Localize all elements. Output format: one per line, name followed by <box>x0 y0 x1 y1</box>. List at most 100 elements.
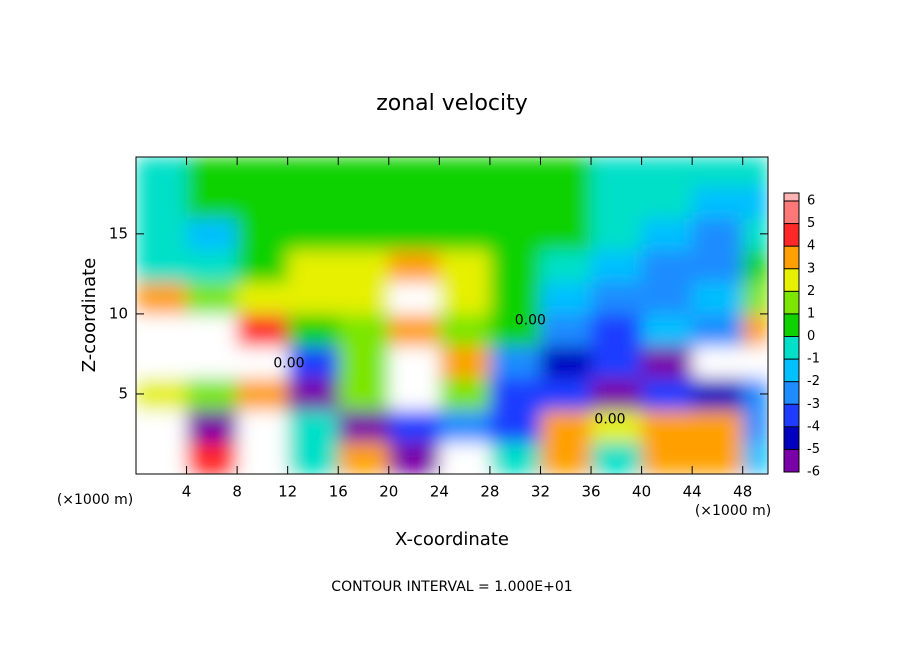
field-cell <box>489 313 541 347</box>
field-cell <box>591 313 643 347</box>
field-cell <box>439 185 491 219</box>
field-cell <box>540 313 592 347</box>
field-cell <box>287 409 339 443</box>
field-cell <box>489 409 541 443</box>
field-cell <box>591 157 643 187</box>
field-cell <box>136 441 188 474</box>
field-cell <box>439 157 491 187</box>
field-cell <box>591 345 643 379</box>
colorbar-swatch <box>784 404 799 427</box>
colorbar-tick-label: -5 <box>807 442 820 457</box>
field-cell <box>489 157 541 187</box>
x-tick-label: 28 <box>480 483 499 501</box>
field-cell <box>540 185 592 219</box>
field-cell <box>237 409 289 443</box>
field-cell <box>641 185 693 219</box>
field-cell <box>237 157 289 187</box>
colorbar-swatch <box>784 268 799 292</box>
y-tick-label: 10 <box>109 304 128 322</box>
field-cell <box>237 185 289 219</box>
field-cell <box>439 345 491 379</box>
colorbar-swatch <box>784 426 799 450</box>
field-cell <box>489 185 541 219</box>
field-cell <box>439 441 491 474</box>
colorbar-top <box>784 193 799 201</box>
field-cell <box>338 281 390 315</box>
field-cell <box>388 281 440 315</box>
field-cell <box>237 345 289 379</box>
field-cell <box>338 217 390 251</box>
field-cell <box>287 185 339 219</box>
colorbar-swatch <box>784 336 799 360</box>
field-cell <box>489 281 541 315</box>
field-cell <box>641 345 693 379</box>
y-tick-label: 5 <box>118 384 128 402</box>
x-tick-label: 36 <box>581 483 600 501</box>
field-cell <box>641 157 693 187</box>
chart-title: zonal velocity <box>376 91 528 116</box>
field-cell <box>237 281 289 315</box>
field-cell <box>641 249 693 283</box>
field-cell <box>186 281 238 315</box>
field-cell <box>388 409 440 443</box>
field-cell <box>692 409 744 443</box>
field-cell <box>439 281 491 315</box>
field-cell <box>388 441 440 474</box>
colorbar-tick-label: 1 <box>807 306 815 321</box>
field-cell <box>136 217 188 251</box>
y-axis-label: Z-coordinate <box>79 258 100 373</box>
field-cell <box>388 185 440 219</box>
field-cell <box>186 409 238 443</box>
field-cell <box>540 409 592 443</box>
field-cell <box>136 345 188 379</box>
field-cell <box>287 313 339 347</box>
field-cell <box>742 185 768 219</box>
field-cell <box>692 313 744 347</box>
field-cell <box>540 377 592 411</box>
field-cell <box>136 185 188 219</box>
field <box>136 157 768 474</box>
colorbar-tick-label: -2 <box>807 374 820 389</box>
field-cell <box>591 249 643 283</box>
field-cell <box>338 377 390 411</box>
field-cell <box>338 441 390 474</box>
field-cell <box>186 185 238 219</box>
field-cell <box>237 377 289 411</box>
field-cell <box>439 249 491 283</box>
colorbar-tick-label: 2 <box>807 284 815 299</box>
field-cell <box>338 345 390 379</box>
field-cell <box>540 249 592 283</box>
field-cell <box>489 217 541 251</box>
colorbar-tick-label: 0 <box>807 329 815 344</box>
field-cell <box>591 217 643 251</box>
field-cell <box>692 185 744 219</box>
field-cell <box>136 377 188 411</box>
field-cell <box>338 157 390 187</box>
colorbar-tick-label: 3 <box>807 261 815 276</box>
x-unit: (×1000 m) <box>695 503 771 519</box>
x-tick-label: 32 <box>531 483 550 501</box>
field-cell <box>489 377 541 411</box>
field-cell <box>136 409 188 443</box>
field-cell <box>186 157 238 187</box>
field-cells <box>136 157 768 474</box>
x-tick-label: 16 <box>329 483 348 501</box>
field-cell <box>237 313 289 347</box>
field-cell <box>742 281 768 315</box>
x-tick-label: 12 <box>278 483 297 501</box>
field-cell <box>338 409 390 443</box>
field-cell <box>742 409 768 443</box>
field-cell <box>591 441 643 474</box>
field-cell <box>287 441 339 474</box>
colorbar-swatch <box>784 313 799 337</box>
x-tick-label: 8 <box>232 483 242 501</box>
field-cell <box>136 157 188 187</box>
colorbar-swatch <box>784 359 799 382</box>
field-cell <box>439 409 491 443</box>
footer-note: CONTOUR INTERVAL = 1.000E+01 <box>331 579 572 595</box>
x-tick-label: 20 <box>379 483 398 501</box>
field-cell <box>338 185 390 219</box>
colorbar-tick-label: -4 <box>807 419 820 434</box>
field-cell <box>287 217 339 251</box>
